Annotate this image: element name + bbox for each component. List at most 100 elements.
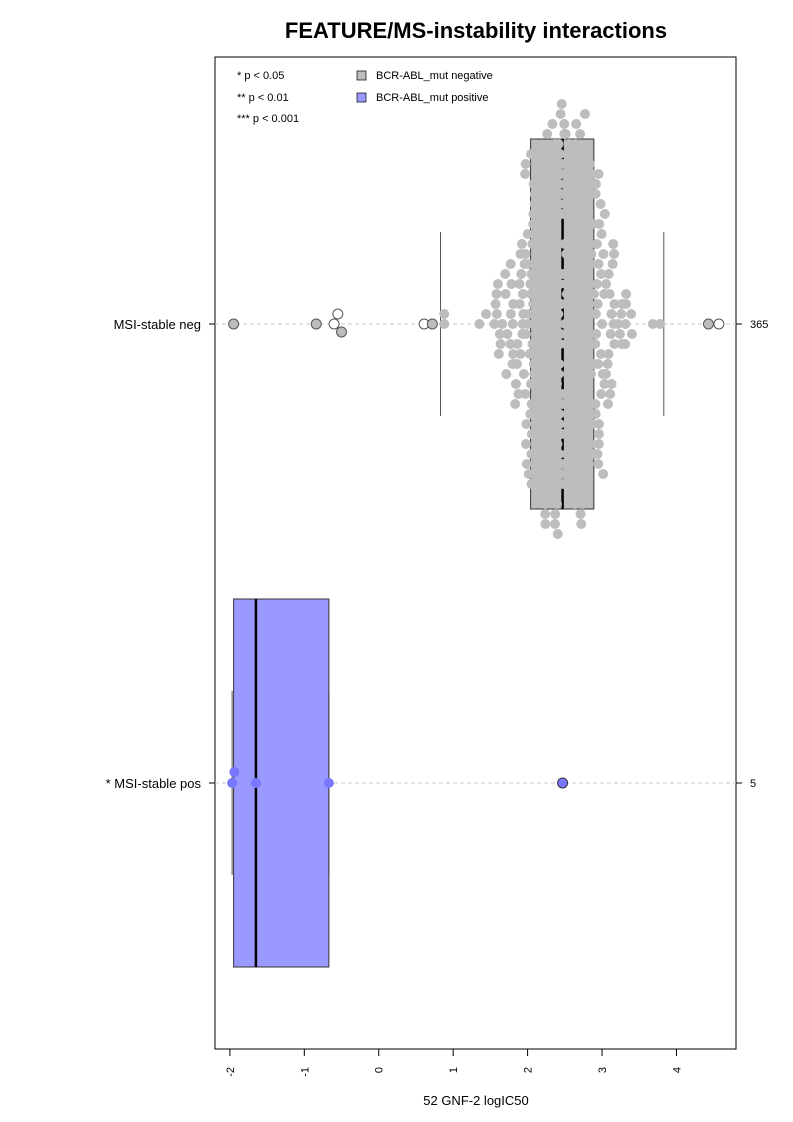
data-point: [583, 279, 594, 289]
data-point: [620, 339, 631, 349]
data-point: [439, 309, 450, 319]
data-point: [563, 179, 574, 189]
legend: * p < 0.05 ** p < 0.01 *** p < 0.001 BCR…: [237, 70, 493, 125]
data-point: [531, 309, 542, 319]
data-point: [583, 199, 594, 209]
data-point: [564, 219, 575, 229]
data-point: [561, 249, 572, 259]
data-point: [550, 229, 561, 239]
data-point: [542, 299, 553, 309]
data-point: [506, 279, 517, 289]
data-point: [591, 239, 602, 249]
data-point: [544, 369, 555, 379]
data-point: [551, 259, 562, 269]
data-point: [533, 249, 544, 259]
data-point: [552, 529, 563, 539]
data-point: [540, 409, 551, 419]
x-tick-label: 1: [448, 1067, 460, 1073]
data-point: [527, 339, 538, 349]
data-point: [567, 459, 578, 469]
data-point: [552, 319, 563, 329]
data-point: [528, 299, 539, 309]
data-point: [579, 109, 590, 119]
data-point: [586, 249, 597, 259]
data-point: [554, 419, 565, 429]
data-point: [575, 129, 586, 139]
legend-swatch-negative: [356, 70, 367, 81]
data-point: [561, 449, 572, 459]
data-point: [593, 419, 604, 429]
data-point: [555, 149, 566, 159]
data-point: [550, 509, 561, 519]
data-point: [525, 409, 536, 419]
data-point: [561, 339, 572, 349]
data-point: [542, 289, 553, 299]
data-point: [548, 189, 559, 199]
data-point: [564, 149, 575, 159]
data-point: [561, 269, 572, 279]
data-point: [540, 149, 551, 159]
data-point: [541, 389, 552, 399]
data-point: [621, 289, 632, 299]
data-point: [621, 299, 632, 309]
data-point: [533, 359, 544, 369]
data-point: [552, 499, 563, 509]
data-point: [571, 269, 582, 279]
data-point: [562, 389, 573, 399]
data-point: [565, 239, 576, 249]
box: [233, 598, 330, 968]
data-point: [590, 339, 601, 349]
data-point: [505, 259, 516, 269]
data-point: [548, 269, 559, 279]
data-point: [518, 369, 529, 379]
data-point: [593, 429, 604, 439]
data-point: [560, 209, 571, 219]
data-point: [576, 519, 587, 529]
data-point: [566, 349, 577, 359]
data-point: [507, 319, 518, 329]
data-point: [593, 359, 604, 369]
data-point: [595, 349, 606, 359]
data-point: [571, 489, 582, 499]
outlier-point: [310, 318, 322, 330]
data-point: [557, 777, 569, 789]
data-point: [571, 159, 582, 169]
data-point: [491, 309, 502, 319]
data-point: [596, 229, 607, 239]
data-point: [550, 249, 561, 259]
data-point: [578, 419, 589, 429]
data-point: [586, 259, 597, 269]
data-point: [606, 309, 617, 319]
data-point: [655, 319, 666, 329]
data-point: [561, 289, 572, 299]
data-point: [514, 279, 525, 289]
data-point: [607, 259, 618, 269]
data-point: [583, 379, 594, 389]
data-point: [616, 309, 627, 319]
data-point: [592, 449, 603, 459]
data-point: [573, 189, 584, 199]
data-point: [526, 429, 537, 439]
data-point: [494, 329, 505, 339]
data-point: [541, 329, 552, 339]
data-point: [550, 519, 561, 529]
data-point: [552, 439, 563, 449]
data-point: [573, 329, 584, 339]
data-point: [562, 409, 573, 419]
data-point: [548, 159, 559, 169]
data-point: [546, 429, 557, 439]
data-point: [539, 219, 550, 229]
data-point: [564, 489, 575, 499]
group-label: * MSI-stable pos: [106, 776, 202, 791]
data-point: [583, 239, 594, 249]
data-point: [526, 149, 537, 159]
data-point: [574, 299, 585, 309]
outlier-point: [713, 318, 725, 330]
data-point: [605, 329, 616, 339]
data-point: [540, 519, 551, 529]
data-point: [540, 499, 551, 509]
data-point: [647, 319, 658, 329]
data-point: [528, 219, 539, 229]
data-point: [564, 429, 575, 439]
